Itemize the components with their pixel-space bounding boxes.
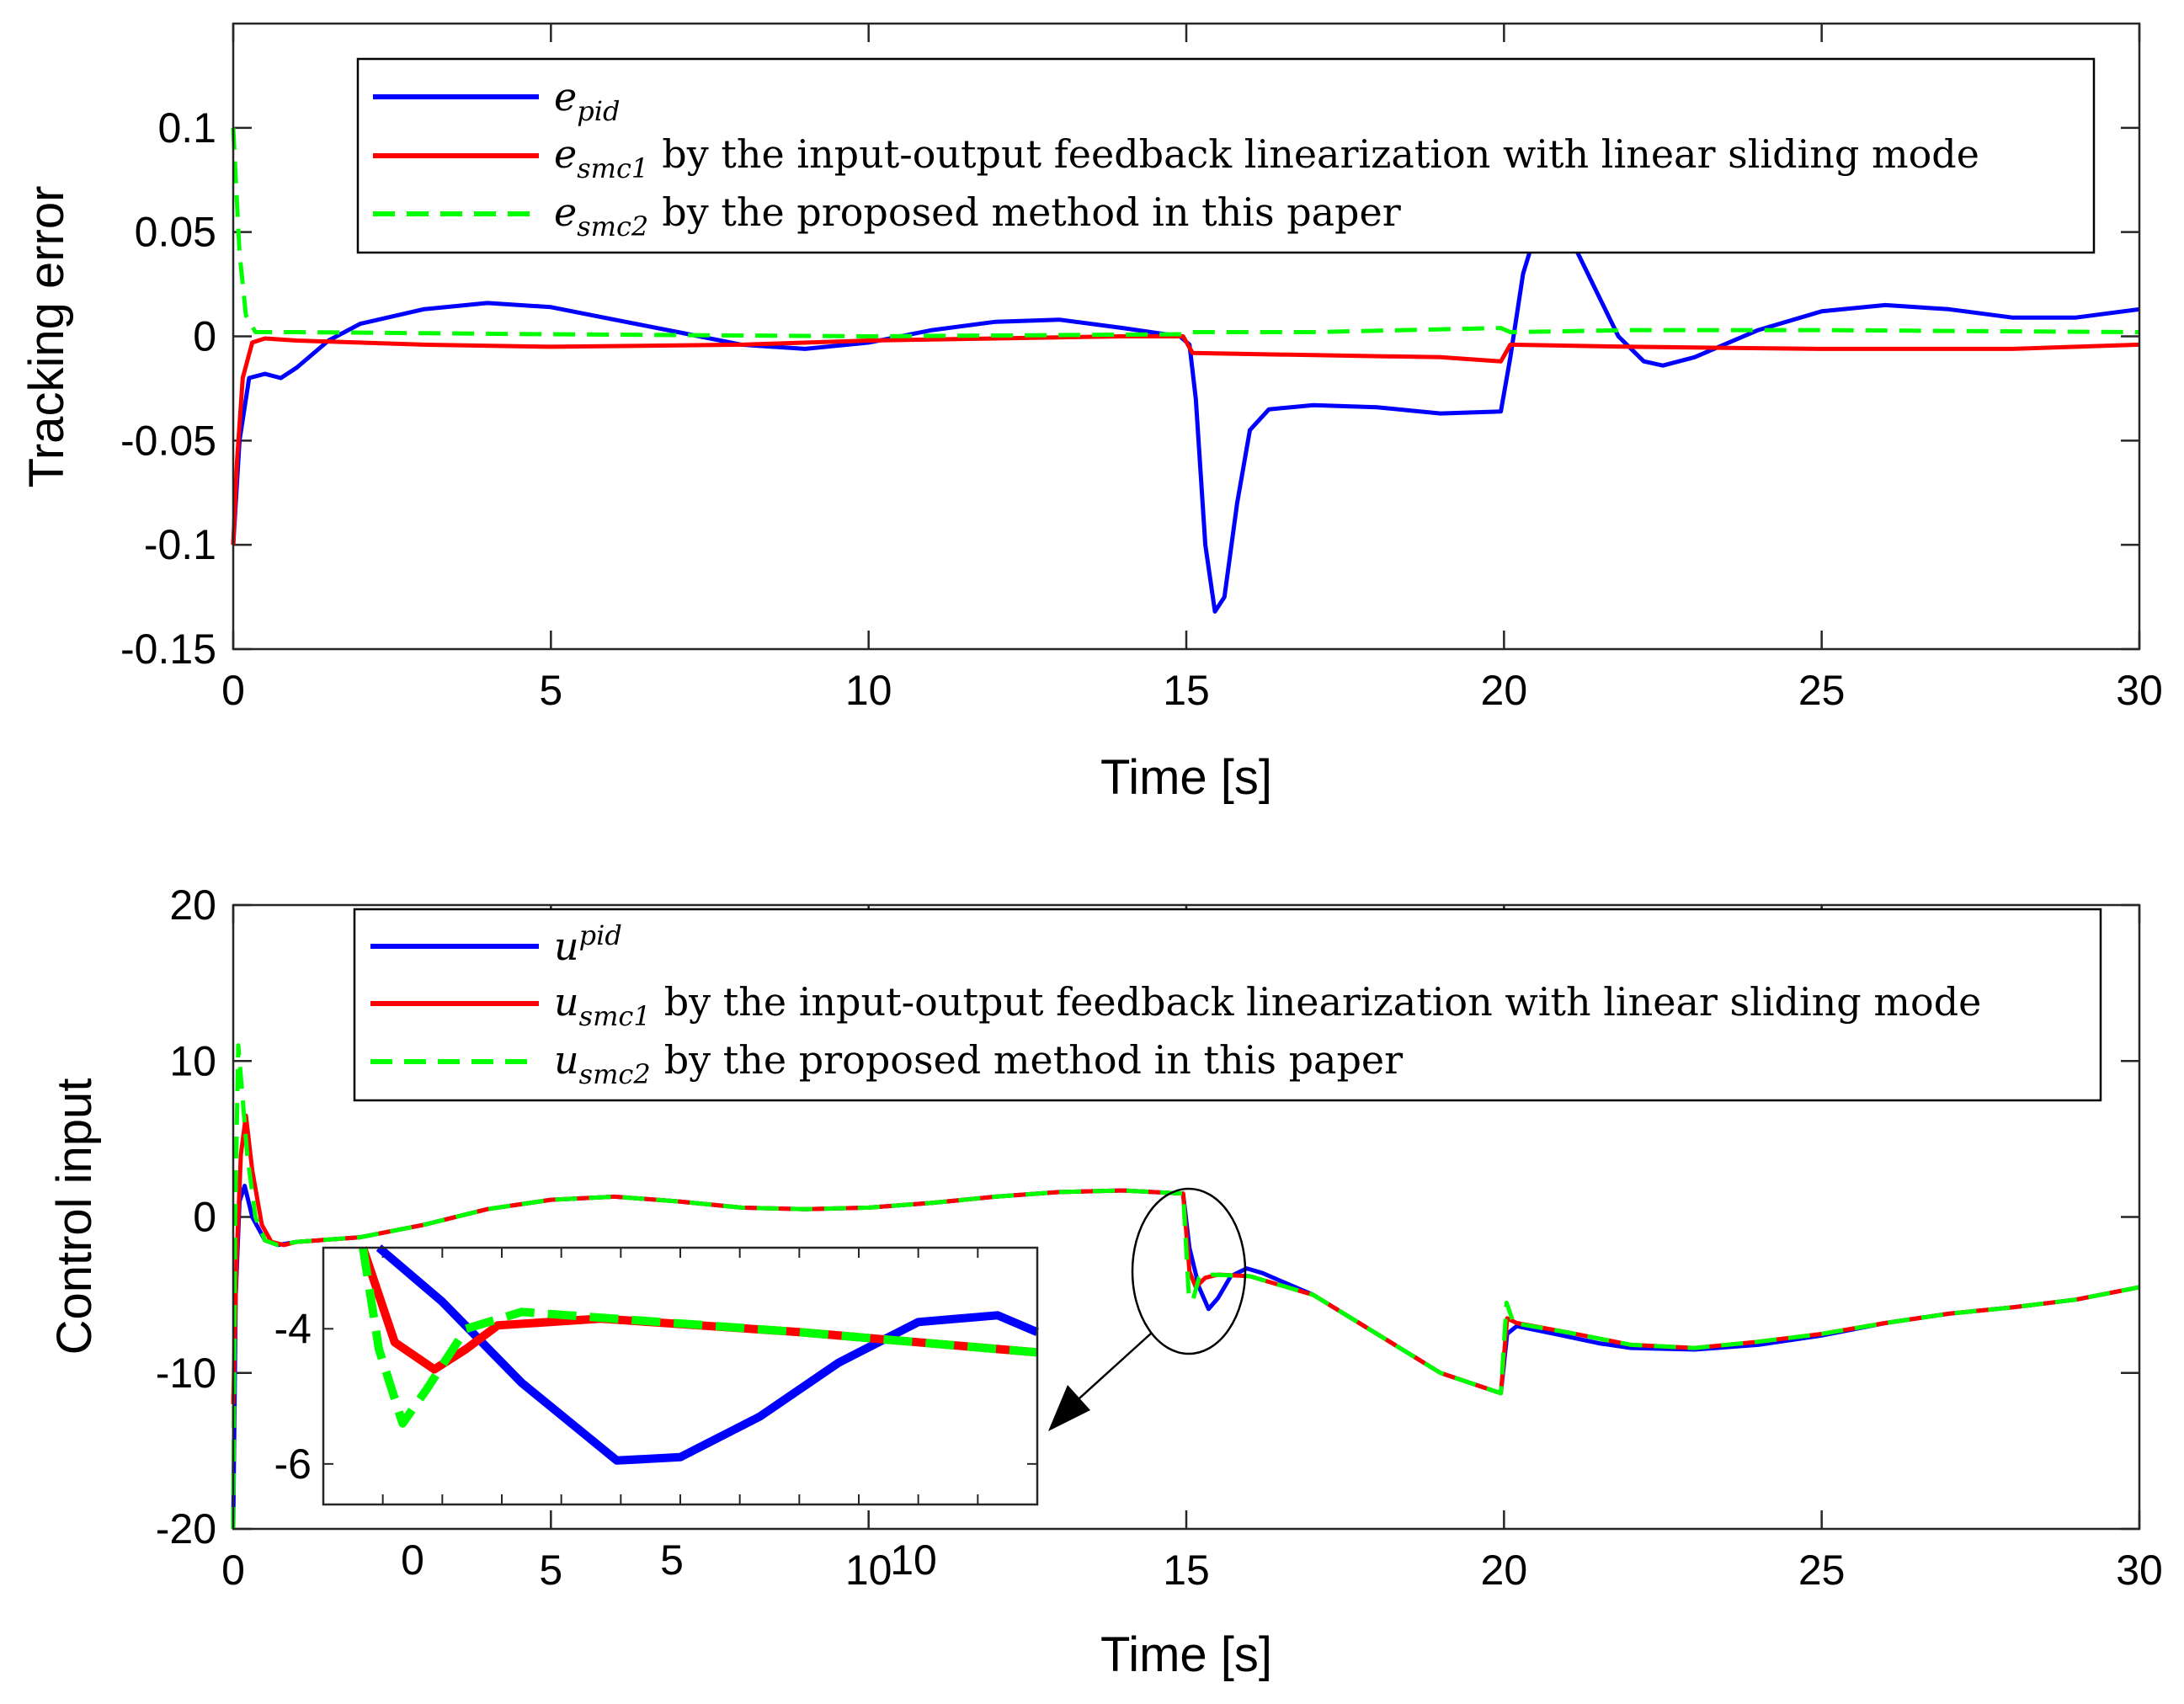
zoom-arrow-head — [1048, 1385, 1090, 1431]
top-legend: epid esmc1 by the input-output feedback l… — [356, 57, 2096, 254]
bottom-y-tick-label: 20 — [169, 881, 216, 929]
legend-entry-e-smc2: esmc2 by the proposed method in this pape… — [373, 189, 1401, 242]
legend-superscript: pid — [579, 919, 622, 951]
top-axes-box — [232, 22, 2141, 651]
bottom-y-tick-label: -10 — [156, 1350, 216, 1397]
legend-description: by the input-output feedback linearizati… — [662, 131, 1979, 177]
inset-axes-box — [322, 1246, 1039, 1506]
bottom-x-tick-label: 5 — [539, 1547, 562, 1594]
top-y-tick-label: 0.1 — [157, 104, 216, 152]
legend-description: by the proposed method in this paper — [662, 189, 1400, 235]
legend-description: by the proposed method in this paper — [664, 1037, 1403, 1083]
bottom-x-tick-label: 20 — [1481, 1547, 1528, 1594]
zoom-inset: -6 -4 0 5 10 — [274, 1244, 1039, 1584]
bottom-x-tick-label: 25 — [1798, 1547, 1846, 1594]
top-x-tick-label: 30 — [2116, 667, 2163, 714]
legend-subscript: smc1 — [579, 1000, 651, 1032]
bottom-legend: upid usmc1 by the input-output feedback l… — [353, 908, 2102, 1102]
top-y-tick-label: -0.05 — [120, 417, 216, 464]
legend-entry-u-smc2: usmc2 by the proposed method in this pape… — [370, 1037, 1403, 1090]
tracking-error-plot: 0 5 10 15 20 25 30 -0.15 -0.1 -0.05 0 0.05 0.1 Time … — [19, 22, 2163, 805]
legend-entry-e-pid: epid — [373, 74, 620, 127]
bottom-y-axis-label: Control input — [47, 1078, 102, 1355]
top-x-tick-label: 0 — [221, 667, 245, 714]
top-x-tick-label: 25 — [1798, 667, 1846, 714]
series-line-e-smc1 — [231, 334, 2140, 546]
legend-entry-u-smc1: usmc1 by the input-output feedback linear… — [370, 979, 1981, 1032]
inset-y-tick-label: -6 — [274, 1440, 312, 1488]
top-x-tick-label: 10 — [845, 667, 892, 714]
legend-entry-u-pid: upid — [370, 919, 622, 969]
svg-text:epid: epid — [554, 74, 620, 127]
zoom-region-circle — [1131, 1187, 1247, 1355]
inset-x-tick-label: 0 — [401, 1536, 424, 1584]
legend-symbol: e — [554, 131, 577, 177]
legend-symbol: u — [554, 979, 579, 1025]
legend-symbol: u — [554, 924, 579, 969]
bottom-x-axis-label: Time [s] — [1100, 1627, 1272, 1682]
svg-text:upid: upid — [554, 919, 622, 969]
bottom-y-tick-label: 0 — [193, 1194, 216, 1241]
legend-description: by the input-output feedback linearizati… — [664, 979, 1982, 1025]
bottom-x-tick-label: 30 — [2116, 1547, 2163, 1594]
inset-x-tick-label: 10 — [890, 1536, 937, 1584]
legend-entry-e-smc1: esmc1 by the input-output feedback linear… — [373, 131, 1979, 184]
inset-series-line-u-smc2 — [359, 1247, 1038, 1428]
legend-subscript: pid — [577, 95, 620, 127]
inset-y-tick-label: -4 — [274, 1305, 312, 1352]
bottom-x-tick-label: 15 — [1163, 1547, 1210, 1594]
bottom-y-tick-label: 10 — [169, 1037, 216, 1084]
series-line-u-smc1 — [231, 1113, 2140, 1404]
top-y-tick-label: 0.05 — [135, 209, 216, 256]
top-x-tick-label: 5 — [539, 667, 562, 714]
top-x-tick-label: 15 — [1163, 667, 1210, 714]
legend-subscript: smc2 — [577, 210, 648, 242]
bottom-y-tick-label: -20 — [156, 1505, 216, 1552]
inset-x-tick-label: 5 — [660, 1536, 684, 1584]
legend-subscript: smc1 — [577, 152, 648, 184]
series-line-e-pid — [231, 209, 2140, 614]
legend-subscript: smc2 — [579, 1058, 651, 1090]
top-x-axis-label: Time [s] — [1100, 750, 1272, 805]
legend-symbol: e — [554, 74, 577, 120]
top-y-axis-label: Tracking error — [19, 186, 74, 488]
bottom-x-tick-label: 10 — [845, 1547, 892, 1594]
top-y-tick-label: 0 — [193, 313, 216, 360]
top-x-tick-label: 20 — [1481, 667, 1528, 714]
legend-symbol: u — [554, 1037, 579, 1083]
zoom-arrow-line — [1070, 1332, 1153, 1407]
legend-symbol: e — [554, 189, 577, 235]
bottom-axes-box — [232, 903, 2141, 1531]
control-input-plot: 0 5 10 15 20 25 30 -20 -10 0 10 20 Time [s] Control… — [47, 881, 2163, 1682]
top-y-tick-label: -0.1 — [144, 521, 216, 568]
top-y-tick-label: -0.15 — [120, 626, 216, 673]
bottom-x-tick-label: 0 — [221, 1547, 245, 1594]
